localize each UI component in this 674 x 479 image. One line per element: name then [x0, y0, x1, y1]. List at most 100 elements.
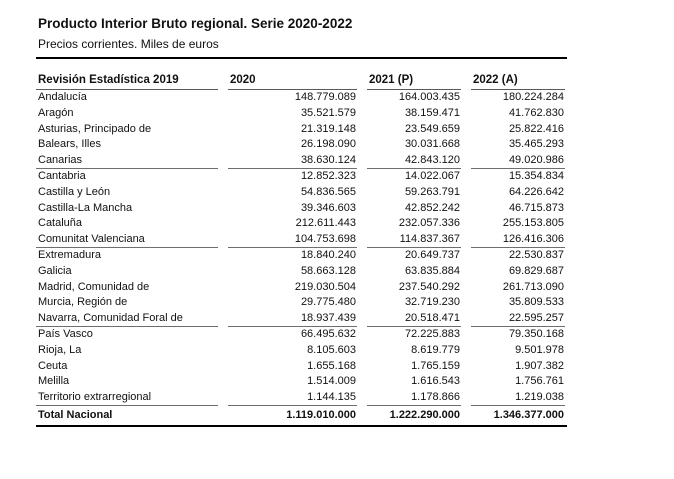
value-2021: 72.225.883	[404, 327, 460, 340]
title-rule	[36, 57, 567, 59]
value-2021: 8.619.779	[411, 343, 460, 356]
value-2020: 29.775.480	[300, 296, 356, 309]
table-row: Castilla y León 54.836.565 59.263.791 64.22…	[36, 185, 567, 201]
value-2020: 212.611.443	[295, 217, 356, 230]
value-2020: 66.495.632	[300, 327, 356, 340]
value-2021: 1.616.543	[411, 375, 460, 388]
value-2022: 1.907.382	[515, 359, 564, 372]
value-2021: 237.540.292	[398, 280, 460, 293]
region-label: Castilla y León	[38, 185, 111, 198]
value-2021: 20.518.471	[367, 311, 461, 327]
table-row: País Vasco 66.495.632 72.225.883 79.350.168	[36, 327, 567, 343]
table-total-row: Total Nacional 1.119.010.000 1.222.290.0…	[36, 406, 567, 424]
table-row: Canarias 38.630.124 42.843.120 49.020.986	[36, 153, 567, 169]
column-header-2022: 2022 (A)	[471, 74, 565, 90]
region-label: Navarra, Comunidad Foral de	[36, 311, 218, 327]
value-2021: 232.057.336	[398, 217, 460, 230]
region-label: Cantabria	[38, 169, 86, 182]
total-value-2020: 1.119.010.000	[286, 408, 356, 421]
value-2020: 1.144.135	[228, 390, 357, 406]
value-2022: 79.350.168	[508, 327, 564, 340]
value-2021: 164.003.435	[398, 91, 460, 103]
region-label: Castilla-La Mancha	[38, 201, 133, 214]
bottom-rule	[36, 424, 567, 427]
value-2020: 12.852.323	[300, 169, 356, 182]
value-2020: 148.779.089	[294, 91, 356, 103]
region-label: Galicia	[38, 264, 72, 277]
value-2021: 23.549.659	[404, 122, 460, 135]
table-row: Aragón 35.521.579 38.159.471 41.762.830	[36, 106, 567, 122]
value-2022: 64.226.642	[508, 185, 564, 198]
value-2022: 35.465.293	[508, 138, 564, 151]
region-label: Aragón	[38, 106, 74, 119]
value-2020: 38.630.124	[228, 153, 357, 169]
table-row: Murcia, Región de 29.775.480 32.719.230 35.…	[36, 295, 567, 311]
value-2020: 18.840.240	[300, 248, 356, 261]
value-2021: 20.649.737	[404, 248, 460, 261]
value-2020: 21.319.148	[300, 122, 356, 135]
table-body: Andalucía 148.779.089 164.003.435 180.224.2…	[36, 90, 567, 406]
value-2022: 261.713.090	[502, 280, 564, 293]
value-2020: 104.753.698	[228, 232, 357, 248]
total-value-2022: 1.346.377.000	[493, 408, 564, 421]
region-label: Canarias	[36, 153, 218, 169]
value-2022: 25.822.416	[508, 122, 564, 135]
value-2022: 69.829.687	[508, 264, 564, 277]
gdp-regional-report: Producto Interior Bruto regional. Serie …	[36, 8, 567, 427]
region-label: Ceuta	[38, 359, 68, 372]
value-2022: 1.756.761	[515, 375, 564, 388]
value-2020: 8.105.603	[307, 343, 356, 356]
region-label: Asturias, Principado de	[38, 122, 152, 135]
table-row: Galicia 58.663.128 63.835.884 69.829.687	[36, 264, 567, 280]
region-label: Rioja, La	[38, 343, 82, 356]
value-2022: 49.020.986	[471, 153, 565, 169]
value-2022: 41.762.830	[508, 106, 564, 119]
value-2020: 58.663.128	[300, 264, 356, 277]
total-value-2021: 1.222.290.000	[389, 408, 460, 421]
value-2021: 114.837.367	[367, 232, 461, 248]
value-2022: 35.809.533	[508, 296, 564, 309]
value-2020: 219.030.504	[294, 280, 356, 293]
total-label: Total Nacional	[38, 408, 113, 421]
table-row: Rioja, La 8.105.603 8.619.779 9.501.978	[36, 343, 567, 359]
value-2022: 180.224.284	[502, 91, 564, 103]
value-2020: 39.346.603	[300, 201, 356, 214]
table-row: Ceuta 1.655.168 1.765.159 1.907.382	[36, 359, 567, 375]
value-2021: 59.263.791	[404, 185, 460, 198]
region-label: Comunitat Valenciana	[36, 232, 218, 248]
column-header-region: Revisión Estadística 2019	[36, 74, 218, 90]
value-2022: 1.219.038	[471, 390, 565, 406]
value-2022: 15.354.834	[508, 169, 564, 182]
table-row: Comunitat Valenciana 104.753.698 114.837.3…	[36, 232, 567, 248]
table-row: Territorio extrarregional 1.144.135 1.178.…	[36, 390, 567, 406]
value-2022: 22.530.837	[508, 248, 564, 261]
value-2020: 1.655.168	[307, 359, 356, 372]
value-2021: 1.765.159	[411, 359, 460, 372]
table-header-row: Revisión Estadística 2019 2020 2021 (P) …	[36, 74, 567, 90]
table-row: Andalucía 148.779.089 164.003.435 180.224.2…	[36, 90, 567, 106]
value-2021: 63.835.884	[404, 264, 460, 277]
value-2020: 26.198.090	[300, 138, 356, 151]
region-label: Extremadura	[38, 248, 101, 261]
value-2021: 14.022.067	[404, 169, 460, 182]
value-2021: 32.719.230	[404, 296, 460, 309]
table-row: Balears, Illes 26.198.090 30.031.668 35.465…	[36, 137, 567, 153]
region-label: Cataluña	[38, 217, 83, 230]
table-row: Melilla 1.514.009 1.616.543 1.756.761	[36, 374, 567, 390]
value-2021: 38.159.471	[404, 106, 460, 119]
value-2021: 30.031.668	[404, 138, 460, 151]
value-2021: 42.843.120	[367, 153, 461, 169]
table-row: Madrid, Comunidad de 219.030.504 237.540.2…	[36, 280, 567, 296]
column-header-2021: 2021 (P)	[367, 74, 461, 90]
value-2021: 1.178.866	[367, 390, 461, 406]
table-row: Navarra, Comunidad Foral de 18.937.439 20.…	[36, 311, 567, 327]
table-row: Castilla-La Mancha 39.346.603 42.852.242 46…	[36, 201, 567, 217]
report-subtitle: Precios corrientes. Miles de euros	[38, 37, 219, 51]
region-label: Melilla	[38, 375, 70, 388]
table-row: Asturias, Principado de 21.319.148 23.549.…	[36, 122, 567, 138]
value-2022: 255.153.805	[502, 217, 564, 230]
value-2021: 42.852.242	[404, 201, 460, 214]
value-2022: 22.595.257	[471, 311, 565, 327]
region-label: Territorio extrarregional	[36, 390, 218, 406]
